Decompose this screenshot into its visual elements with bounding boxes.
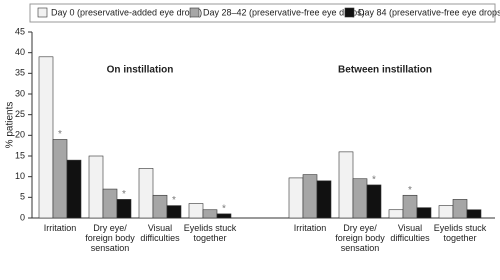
y-tick-label: 40 — [15, 47, 25, 57]
y-axis-label: % patients — [5, 102, 16, 149]
x-tick-label: Dry eye/ foreign body sensation — [85, 223, 135, 253]
bar — [466, 209, 482, 219]
y-tick-label: 20 — [15, 130, 25, 140]
y-tick-label: 35 — [15, 68, 25, 78]
x-tick-label: Eyelids stuck together — [183, 223, 237, 243]
bar — [316, 180, 332, 219]
significance-marker: * — [372, 175, 376, 186]
significance-marker: * — [222, 204, 226, 215]
bar — [102, 188, 118, 219]
bar — [188, 203, 204, 219]
bar — [88, 155, 104, 219]
bar — [416, 207, 432, 219]
bar — [216, 213, 232, 219]
x-tick-label: Visual difficulties — [140, 223, 180, 243]
x-tick-label: Irritation — [293, 223, 327, 233]
y-tick-label: 15 — [15, 150, 25, 160]
x-tick-label: Visual difficulties — [390, 223, 430, 243]
significance-marker: * — [122, 189, 126, 200]
x-tick-label: Eyelids stuck together — [433, 223, 487, 243]
bar — [202, 209, 218, 219]
bar — [366, 184, 382, 219]
y-tick-label: 30 — [15, 88, 25, 98]
significance-marker: * — [172, 195, 176, 206]
bar — [52, 139, 68, 219]
bar — [138, 168, 154, 219]
y-tick-label: 25 — [15, 109, 25, 119]
legend-swatch — [344, 7, 355, 18]
x-tick-label: Dry eye/ foreign body sensation — [335, 223, 385, 253]
y-tick-label: 0 — [20, 212, 25, 222]
bar — [438, 205, 454, 219]
bar — [302, 174, 318, 219]
bar — [116, 199, 132, 219]
legend-swatch — [189, 7, 200, 18]
legend-box — [29, 3, 496, 23]
bar — [388, 209, 404, 219]
legend-label: Day 0 (preservative-added eye drops) — [51, 7, 202, 17]
legend-label: Day 84 (preservative-free eye drops) — [358, 7, 500, 17]
bar — [166, 205, 182, 219]
legend-label: Day 28–42 (preservative-free eye drops) — [203, 7, 365, 17]
bar — [402, 194, 418, 219]
x-tick-label: Irritation — [43, 223, 77, 233]
bar — [338, 151, 354, 219]
bar — [152, 194, 168, 219]
y-tick-label: 45 — [15, 26, 25, 36]
significance-marker: * — [408, 185, 412, 196]
significance-marker: * — [58, 129, 62, 140]
y-tick-label: 10 — [15, 171, 25, 181]
bar — [288, 177, 304, 219]
panel-label: On instillation — [107, 65, 174, 76]
bar — [352, 178, 368, 219]
bar — [38, 56, 54, 219]
bar — [66, 159, 82, 219]
y-tick-label: 5 — [20, 192, 25, 202]
bar — [452, 199, 468, 219]
legend-swatch — [37, 7, 48, 18]
panel-label: Between instillation — [338, 65, 432, 76]
